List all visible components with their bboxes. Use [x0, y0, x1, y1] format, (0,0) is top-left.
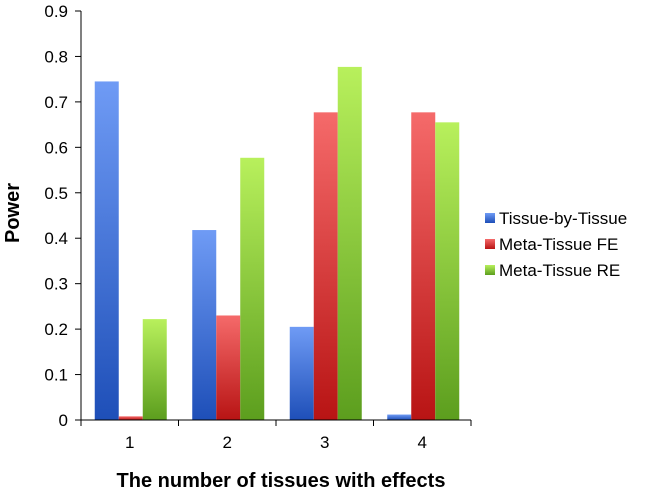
x-tick-label: 2 [223, 433, 232, 452]
bars [94, 66, 460, 420]
bar-meta-tissue-fe-3 [313, 112, 338, 420]
x-tick-label: 1 [125, 433, 134, 452]
y-tick-label: 0.5 [44, 184, 68, 203]
legend-swatch [485, 239, 495, 249]
legend-label: Meta-Tissue RE [499, 261, 620, 280]
y-tick-label: 0.6 [44, 138, 68, 157]
bar-meta-tissue-fe-1 [118, 416, 143, 420]
y-axis-title: Power [2, 183, 24, 243]
bar-tissue-by-tissue-1 [94, 81, 119, 420]
y-tick-label: 0.3 [44, 275, 68, 294]
legend-swatch [485, 265, 495, 275]
legend-label: Meta-Tissue FE [499, 235, 618, 254]
y-tick-label: 0.4 [44, 229, 68, 248]
y-tick-label: 0.7 [44, 93, 68, 112]
bar-meta-tissue-re-3 [337, 66, 362, 420]
bar-meta-tissue-fe-4 [411, 112, 436, 420]
y-axis-ticks: 0 0.1 0.2 0.3 0.4 0.5 0.6 0.7 0.8 0.9 [44, 2, 81, 430]
x-tick-label: 4 [418, 433, 427, 452]
legend-swatch [485, 213, 495, 223]
bar-meta-tissue-re-1 [142, 319, 167, 420]
bar-meta-tissue-re-4 [435, 122, 460, 420]
bar-tissue-by-tissue-2 [192, 230, 217, 420]
bar-meta-tissue-fe-2 [216, 315, 241, 420]
legend: Tissue-by-Tissue Meta-Tissue FE Meta-Tissu… [485, 209, 627, 280]
y-tick-label: 0 [59, 411, 68, 430]
y-tick-label: 0.8 [44, 47, 68, 66]
bar-tissue-by-tissue-4 [387, 414, 412, 420]
legend-label: Tissue-by-Tissue [499, 209, 627, 228]
x-axis-ticks: 1 2 3 4 [80, 420, 472, 452]
x-axis-title: The number of tissues with effects [117, 470, 446, 492]
y-tick-label: 0.9 [44, 2, 68, 21]
y-tick-label: 0.2 [44, 320, 68, 339]
y-tick-label: 0.1 [44, 366, 68, 385]
bar-tissue-by-tissue-3 [289, 326, 314, 420]
x-tick-label: 3 [320, 433, 329, 452]
bar-meta-tissue-re-2 [240, 157, 265, 420]
